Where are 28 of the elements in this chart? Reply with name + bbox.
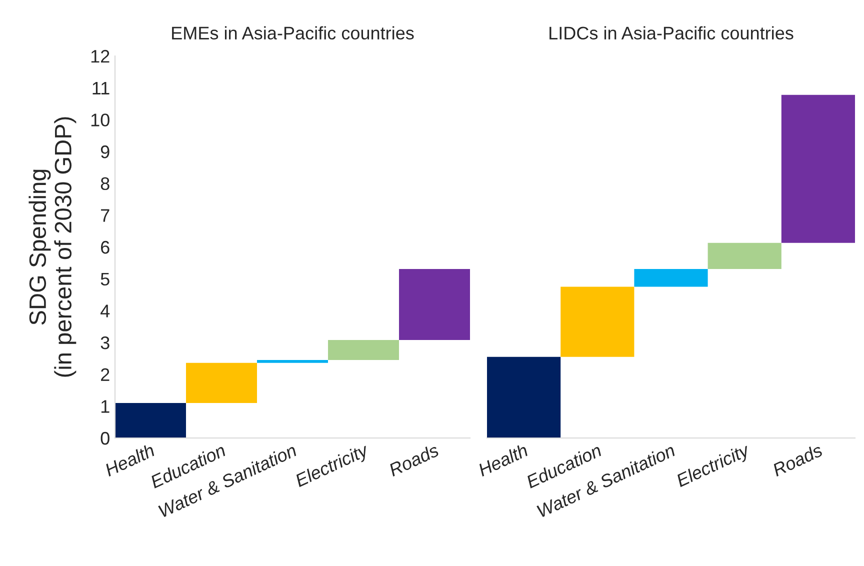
y-tick-label: 12 <box>91 50 110 63</box>
bar <box>328 340 399 360</box>
bar <box>399 268 470 340</box>
y-tick-label: 5 <box>100 272 110 286</box>
chart-title: LIDCs in Asia-Pacific countries <box>550 26 794 40</box>
chart-title: EMEs in Asia-Pacific countries <box>172 26 414 40</box>
bar <box>186 362 257 403</box>
x-tick-label: Roads <box>771 443 824 477</box>
y-tick-label: 11 <box>92 82 110 94</box>
y-tick-label: 3 <box>100 336 110 350</box>
y-tick-label: 2 <box>101 368 110 381</box>
x-tick-label: Roads <box>388 443 440 477</box>
bar <box>115 402 186 438</box>
bar <box>487 356 561 438</box>
y-tick-label: 4 <box>100 304 110 318</box>
bar <box>708 242 782 269</box>
y-axis-title: SDG Spending (in percent of 2030 GDP) <box>28 117 76 377</box>
y-tick-label: 9 <box>100 145 110 158</box>
y-tick-label: 6 <box>101 240 110 254</box>
bar <box>634 268 708 287</box>
y-tick-label: 10 <box>91 114 110 126</box>
y-tick-label: 1 <box>101 400 110 413</box>
bar <box>781 94 855 243</box>
bar <box>560 286 634 357</box>
y-tick-label: 0 <box>100 432 110 445</box>
bar <box>257 360 328 363</box>
y-tick-label: 7 <box>101 209 110 222</box>
y-tick-label: 8 <box>100 177 110 190</box>
